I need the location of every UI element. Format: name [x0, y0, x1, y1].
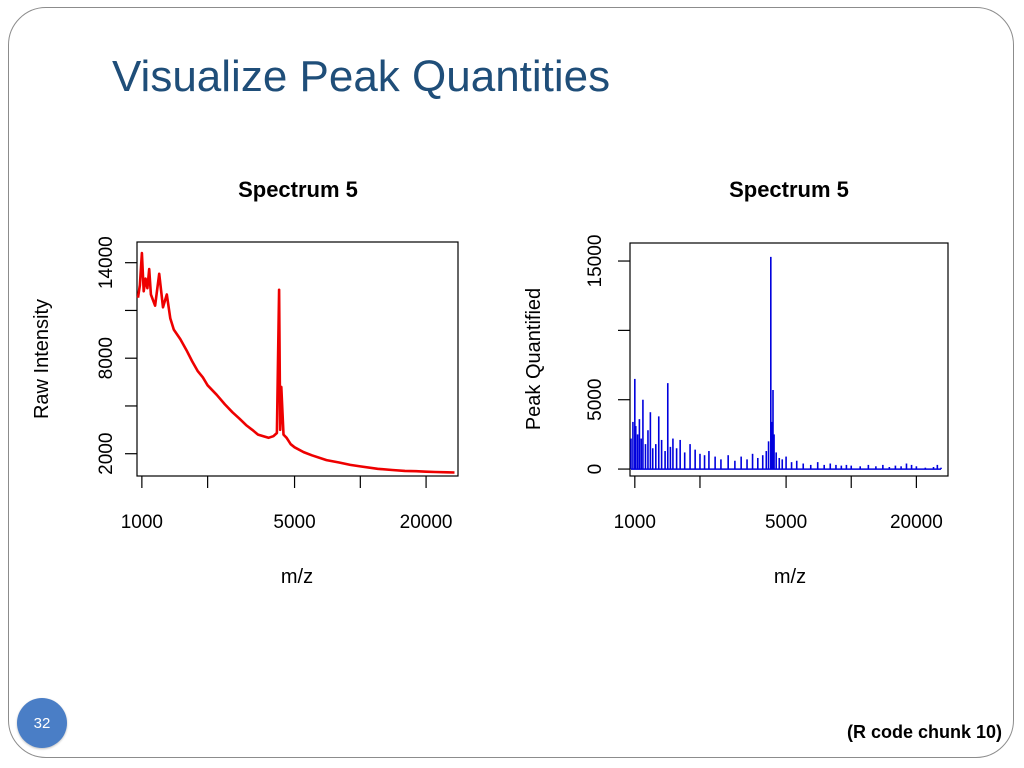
- y-tick-label: 0: [585, 464, 606, 475]
- chart-panel-1: Spectrum 5 m/z Raw Intensity 1000 5000 20000 2…: [31, 177, 459, 588]
- plot-frame: [629, 242, 949, 477]
- y-axis-label: Raw Intensity: [31, 299, 53, 419]
- x-tick-label: 1000: [121, 512, 163, 533]
- y-tick-label: 14000: [96, 236, 117, 289]
- chart-title: Spectrum 5: [729, 177, 849, 202]
- slide-title: Visualize Peak Quantities: [112, 52, 611, 101]
- y-tick-label: 5000: [585, 379, 606, 421]
- x-tick-label: 20000: [890, 512, 943, 533]
- y-tick-label: 15000: [585, 235, 606, 288]
- y-axis-label: Peak Quantified: [523, 288, 545, 430]
- series-line: [136, 251, 455, 474]
- footer-note: (R code chunk 10): [846, 722, 1002, 742]
- x-tick-label: 5000: [273, 512, 315, 533]
- x-axis-label: m/z: [774, 566, 806, 588]
- slide-frame: [8, 7, 1014, 758]
- chart-title: Spectrum 5: [238, 177, 358, 202]
- y-tick-label: 2000: [96, 433, 117, 475]
- x-axis-label: m/z: [281, 566, 313, 588]
- x-tick-label: 20000: [400, 512, 453, 533]
- chart-panel-2: Spectrum 5 m/z Peak Quantified 1000 5000 2000…: [523, 177, 949, 588]
- page-number-badge: 32: [17, 698, 67, 748]
- x-tick-label: 5000: [765, 512, 807, 533]
- y-tick-label: 8000: [96, 337, 117, 379]
- x-tick-label: 1000: [614, 512, 656, 533]
- plot-frame: [136, 241, 459, 477]
